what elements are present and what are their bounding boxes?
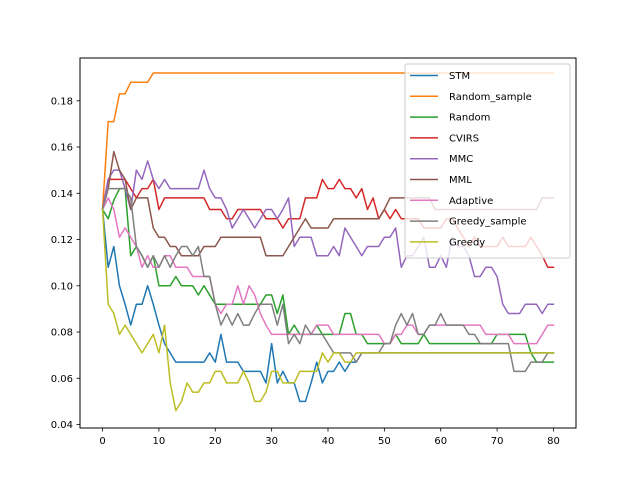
- y-tick-label: 0.08: [51, 328, 73, 339]
- x-tick-label: 40: [322, 436, 335, 447]
- x-tick-label: 80: [547, 436, 560, 447]
- x-tick-label: 0: [99, 436, 105, 447]
- y-axis: 0.04 0.06 0.08 0.10 0.12 0.14 0.16 0.18: [51, 96, 80, 431]
- legend-label-stm: STM: [449, 71, 470, 82]
- y-tick-label: 0.16: [51, 143, 73, 154]
- y-tick-label: 0.04: [51, 420, 73, 431]
- x-tick-label: 60: [434, 436, 447, 447]
- series-line-mmc: [101, 160, 555, 315]
- series-line-greedy: [101, 208, 555, 412]
- x-tick-label: 50: [378, 436, 391, 447]
- legend-label-adaptive: Adaptive: [449, 196, 493, 207]
- x-tick-label: 20: [209, 436, 222, 447]
- legend: STM Random_sample Random CVIRS MMC MML Adaptiv…: [404, 63, 571, 259]
- x-tick-label: 30: [265, 436, 278, 447]
- x-tick-label: 70: [491, 436, 504, 447]
- legend-label-mml: MML: [449, 175, 472, 186]
- x-tick-label: 10: [153, 436, 166, 447]
- legend-label-random: Random: [449, 113, 490, 124]
- legend-label-greedy-sample: Greedy_sample: [449, 217, 527, 228]
- series-line-greedy-sample: [101, 187, 555, 373]
- series-line-random: [101, 187, 555, 363]
- y-tick-label: 0.18: [51, 96, 73, 107]
- plot-frame: [79, 57, 577, 429]
- y-tick-label: 0.12: [51, 235, 73, 246]
- legend-label-mmc: MMC: [449, 154, 473, 165]
- legend-label-greedy: Greedy: [449, 237, 485, 248]
- legend-label-cvirs: CVIRS: [449, 133, 479, 144]
- legend-label-random-sample: Random_sample: [449, 92, 532, 103]
- y-tick-label: 0.10: [51, 281, 73, 292]
- legend-box: [404, 63, 571, 259]
- series-line-adaptive: [101, 197, 555, 345]
- x-axis: 0 10 20 30 40 50 60 70 80: [99, 428, 560, 447]
- y-tick-label: 0.06: [51, 374, 73, 385]
- y-tick-label: 0.14: [51, 189, 73, 200]
